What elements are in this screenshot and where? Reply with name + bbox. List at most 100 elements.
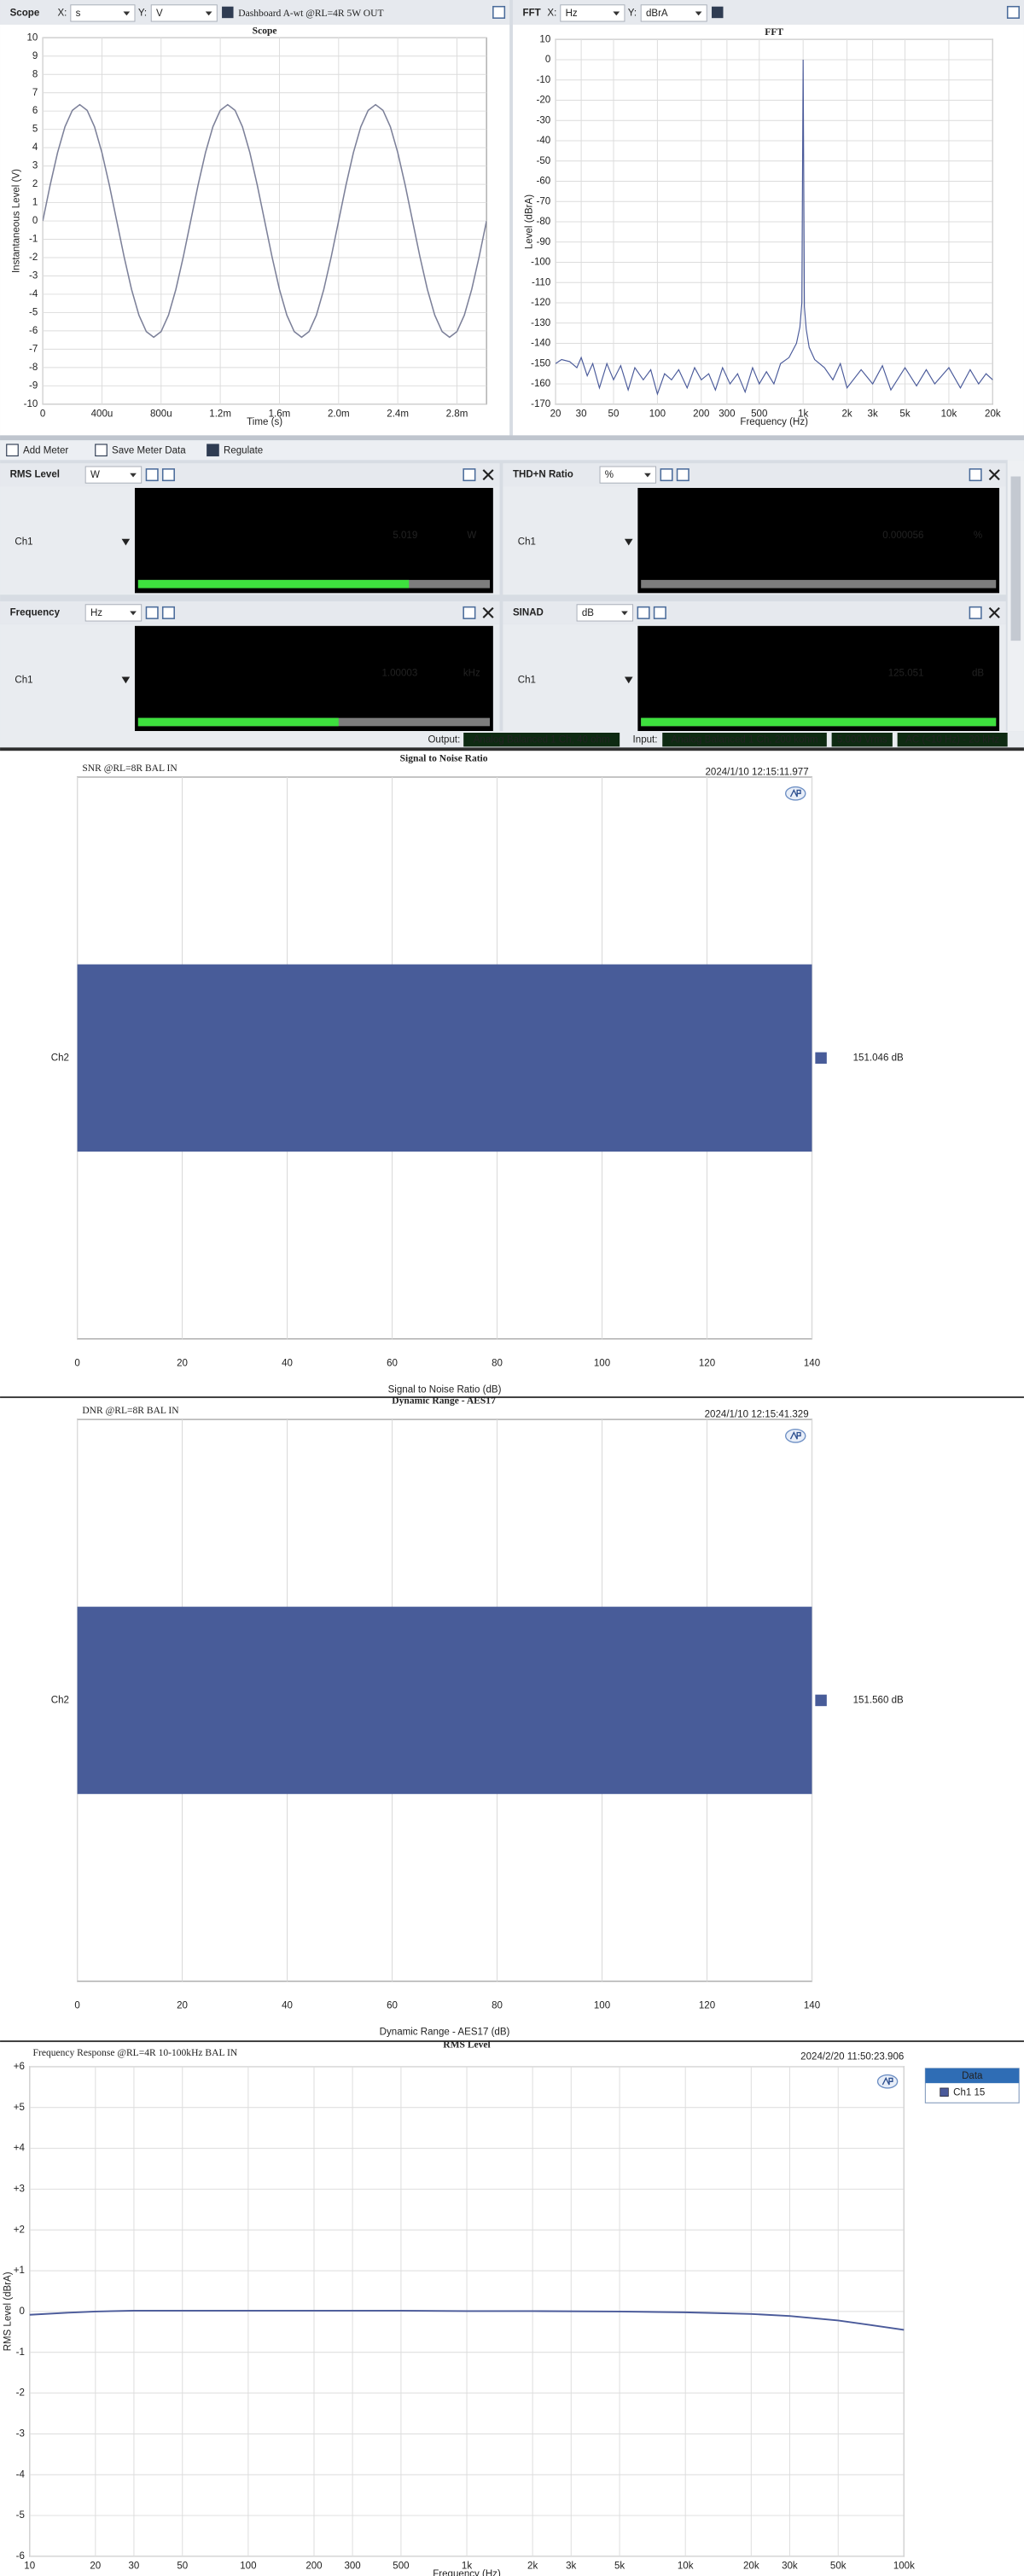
dropdown[interactable] (84, 466, 143, 484)
x-tick-label: 5k (614, 2561, 625, 2571)
export-icon[interactable] (463, 606, 476, 619)
axis-select-label: Y: (628, 8, 637, 18)
close-icon[interactable] (482, 469, 494, 481)
dropdown-arrow (130, 473, 137, 478)
dropdown[interactable] (576, 604, 634, 622)
close-icon[interactable] (988, 469, 1000, 481)
channel-arrow[interactable] (121, 676, 131, 684)
y-tick-label: 1 (32, 198, 38, 208)
meter-unit: kHz (463, 669, 480, 679)
y-tick-label: -6 (16, 2551, 25, 2561)
data-line (556, 59, 993, 396)
legend-entry[interactable]: Ch1 15 (953, 2087, 985, 2097)
y-tick-label: -90 (537, 237, 551, 247)
meter-title: RMS Level (10, 470, 60, 480)
export-icon[interactable] (969, 468, 982, 482)
x-tick-label: 2.4m (387, 409, 409, 419)
x-tick-label: 60 (387, 1359, 398, 1369)
channel-arrow[interactable] (624, 538, 633, 546)
settings-icon[interactable] (222, 6, 234, 19)
meter-icon[interactable] (653, 606, 666, 619)
status-label: Input: (633, 734, 658, 745)
x-tick-label: 0 (40, 409, 45, 419)
meter-header (503, 463, 1006, 487)
chart-title: FFT (765, 27, 783, 38)
toolbar-button[interactable]: Add Meter (23, 445, 68, 455)
x-tick-label: 3k (868, 409, 878, 419)
meter-icon[interactable] (145, 468, 159, 482)
dropdown[interactable] (599, 466, 657, 484)
x-tick-label: 1.2m (209, 409, 231, 419)
x-tick-label: 2k (527, 2561, 538, 2571)
section-divider (0, 2040, 1024, 2043)
dropdown-value: V (156, 9, 163, 19)
meter-icon[interactable] (637, 606, 650, 619)
timestamp: 2024/1/10 12:15:41.329 (705, 1409, 809, 1419)
dropdown[interactable] (560, 4, 625, 22)
x-tick-label: 300 (344, 2561, 360, 2571)
x-tick-label: 140 (804, 1359, 820, 1369)
x-tick-label: 0 (74, 2001, 79, 2011)
x-tick-label: 40 (282, 2001, 293, 2011)
y-tick-label: 3 (32, 161, 38, 171)
dropdown[interactable] (84, 604, 143, 622)
dropdown[interactable] (150, 4, 218, 22)
y-tick-label: -10 (24, 399, 38, 409)
toolbar-button[interactable]: Save Meter Data (112, 445, 186, 455)
meter-channel: Ch1 (518, 537, 536, 548)
toolbar-button[interactable]: Regulate (224, 445, 263, 455)
x-tick-label: 200 (305, 2561, 322, 2571)
legend-title: Data (962, 2071, 983, 2081)
meter-icon[interactable] (161, 606, 175, 619)
chart-title: Dynamic Range - AES17 (392, 1396, 496, 1407)
channel-arrow[interactable] (624, 676, 633, 684)
y-tick-label: -20 (537, 96, 551, 106)
x-tick-label: 60 (387, 2001, 398, 2011)
bar (77, 964, 812, 1152)
meter-icon[interactable] (660, 468, 673, 482)
scroll-thumb (1010, 476, 1021, 641)
export-icon[interactable] (492, 5, 506, 19)
x-tick-label: 80 (492, 1359, 503, 1369)
status-value: AC (<10 Hz) - 20 kHz (905, 734, 999, 745)
y-tick-label: -6 (29, 326, 38, 336)
y-tick-label: -100 (531, 258, 550, 268)
meter-icon[interactable] (676, 468, 689, 482)
x-tick-label: 2.8m (446, 409, 468, 419)
y-tick-label: -120 (531, 298, 550, 308)
meter-icon[interactable] (145, 606, 159, 619)
y-tick-label: -1 (16, 2347, 25, 2358)
y-tick-label: 7 (32, 88, 38, 98)
meter-icon[interactable] (161, 468, 175, 482)
panel-title: Scope (10, 8, 40, 18)
dropdown-value: Hz (90, 608, 102, 618)
x-tick-label: 50k (830, 2561, 847, 2571)
status-value: Analog Balanced 1 Ch, 200 kohm (672, 734, 818, 745)
export-icon[interactable] (969, 606, 982, 619)
meter-header (0, 600, 500, 624)
channel-arrow[interactable] (121, 538, 131, 546)
y-tick-label: Ch2 (51, 1053, 69, 1063)
export-icon[interactable] (463, 468, 476, 482)
y-tick-label: 9 (32, 51, 38, 61)
timestamp: 2024/2/20 11:50:23.906 (800, 2051, 904, 2062)
dropdown[interactable] (70, 4, 136, 22)
x-tick-label: 20 (177, 1359, 188, 1369)
toolbar-icon (207, 444, 219, 457)
x-axis-label: Time (s) (247, 417, 282, 427)
export-icon[interactable] (1006, 5, 1020, 19)
y-tick-label: -7 (29, 344, 38, 354)
x-tick-label: 20k (985, 409, 1001, 419)
y-tick-label: -160 (531, 379, 550, 389)
close-icon[interactable] (988, 606, 1000, 618)
dropdown[interactable] (640, 4, 707, 22)
y-tick-label: -2 (29, 252, 38, 263)
settings-icon[interactable] (712, 6, 724, 19)
close-icon[interactable] (482, 606, 494, 618)
chart-caption: SNR @RL=8R BAL IN (82, 763, 177, 774)
y-tick-label: +2 (14, 2225, 25, 2235)
y-tick-label: -1 (29, 235, 38, 245)
x-tick-label: 0 (74, 1359, 79, 1369)
axis-select-label: X: (57, 8, 67, 18)
dropdown-arrow (621, 611, 628, 616)
